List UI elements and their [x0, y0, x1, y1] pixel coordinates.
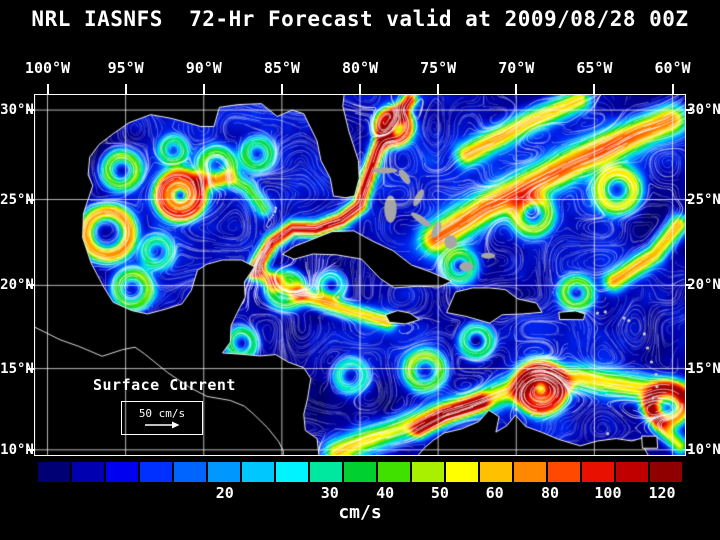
lat-tick-mark-right	[685, 109, 692, 112]
lon-tick-mark	[280, 84, 283, 94]
colorbar-segment	[208, 462, 240, 482]
map-caption: Surface Current	[93, 376, 236, 394]
colorbar-segment	[480, 462, 512, 482]
colorbar-segment	[514, 462, 546, 482]
colorbar-tick-label: 80	[540, 484, 559, 502]
colorbar-segment	[140, 462, 172, 482]
colorbar-tick-label: 20	[215, 484, 234, 502]
lat-tick-mark-right	[685, 198, 692, 201]
colorbar-tick-label: 30	[320, 484, 339, 502]
lon-tick-label: 70°W	[498, 59, 535, 77]
lon-tick-label: 75°W	[420, 59, 457, 77]
colorbar-segment	[378, 462, 410, 482]
colorbar-tick-label: 100	[594, 484, 622, 502]
lat-tick-label-right: 25°N	[687, 191, 720, 208]
lat-tick-label-right: 30°N	[687, 102, 720, 119]
lon-tick-mark	[671, 84, 674, 94]
lon-tick-label: 80°W	[341, 59, 379, 77]
colorbar-segment	[38, 462, 70, 482]
lat-tick-label-left: 20°N	[0, 277, 34, 294]
colorbar-segment	[548, 462, 580, 482]
colorbar-segment	[72, 462, 104, 482]
lat-tick-mark-right	[685, 367, 692, 370]
lon-tick-label: 95°W	[107, 59, 144, 77]
lat-tick-mark-right	[685, 448, 692, 451]
colorbar-tick-label: 60	[485, 484, 504, 502]
colorbar-segment	[174, 462, 206, 482]
colorbar-segment	[616, 462, 648, 482]
map-frame: Surface Current 50 cm/s	[34, 94, 686, 456]
lon-tick-mark	[46, 84, 49, 94]
lon-tick-mark	[202, 84, 205, 94]
lon-tick-label: 100°W	[24, 59, 71, 77]
lat-tick-mark-left	[28, 109, 35, 112]
lat-tick-mark-left	[28, 448, 35, 451]
lon-tick-label: 90°W	[185, 59, 222, 77]
lon-tick-mark	[359, 84, 361, 94]
lon-tick-label: 85°W	[263, 59, 300, 77]
lat-tick-label-right: 15°N	[687, 360, 720, 377]
lat-tick-label-left: 15°N	[0, 360, 34, 377]
scale-legend-box: 50 cm/s	[121, 401, 203, 435]
lon-tick-mark	[593, 84, 596, 94]
lat-tick-label-right: 20°N	[687, 277, 720, 294]
lat-tick-label-left: 25°N	[0, 191, 34, 208]
surface-current-map-canvas	[35, 95, 685, 455]
colorbar-segment	[276, 462, 308, 482]
lon-tick-mark	[437, 84, 440, 94]
colorbar-segment	[242, 462, 274, 482]
colorbar-segment	[582, 462, 614, 482]
colorbar-segment	[446, 462, 478, 482]
lon-tick-mark	[515, 84, 518, 94]
lat-tick-mark-left	[28, 367, 35, 370]
colorbar-tick-label: 120	[648, 484, 676, 502]
lat-tick-mark-right	[685, 284, 692, 287]
lat-tick-mark-left	[28, 198, 35, 201]
colorbar	[38, 462, 682, 482]
colorbar-units-label: cm/s	[338, 502, 382, 523]
lat-tick-mark-left	[28, 284, 35, 287]
colorbar-segment	[650, 462, 682, 482]
lon-tick-label: 65°W	[576, 59, 613, 77]
colorbar-tick-label: 40	[376, 484, 395, 502]
lat-tick-label-right: 10°N	[687, 441, 720, 458]
colorbar-tick-label: 50	[430, 484, 449, 502]
lat-tick-label-left: 30°N	[0, 102, 34, 119]
colorbar-segment	[412, 462, 444, 482]
lon-tick-label: 60°W	[654, 59, 691, 77]
colorbar-segment	[344, 462, 376, 482]
lat-tick-label-left: 10°N	[0, 441, 34, 458]
colorbar-segment	[106, 462, 138, 482]
scale-legend-label: 50 cm/s	[138, 406, 186, 420]
scale-arrow-icon	[145, 421, 180, 428]
lon-tick-mark	[124, 84, 127, 94]
colorbar-segment	[310, 462, 342, 482]
figure-title: NRL IASNFS 72-Hr Forecast valid at 2009/…	[31, 7, 689, 31]
